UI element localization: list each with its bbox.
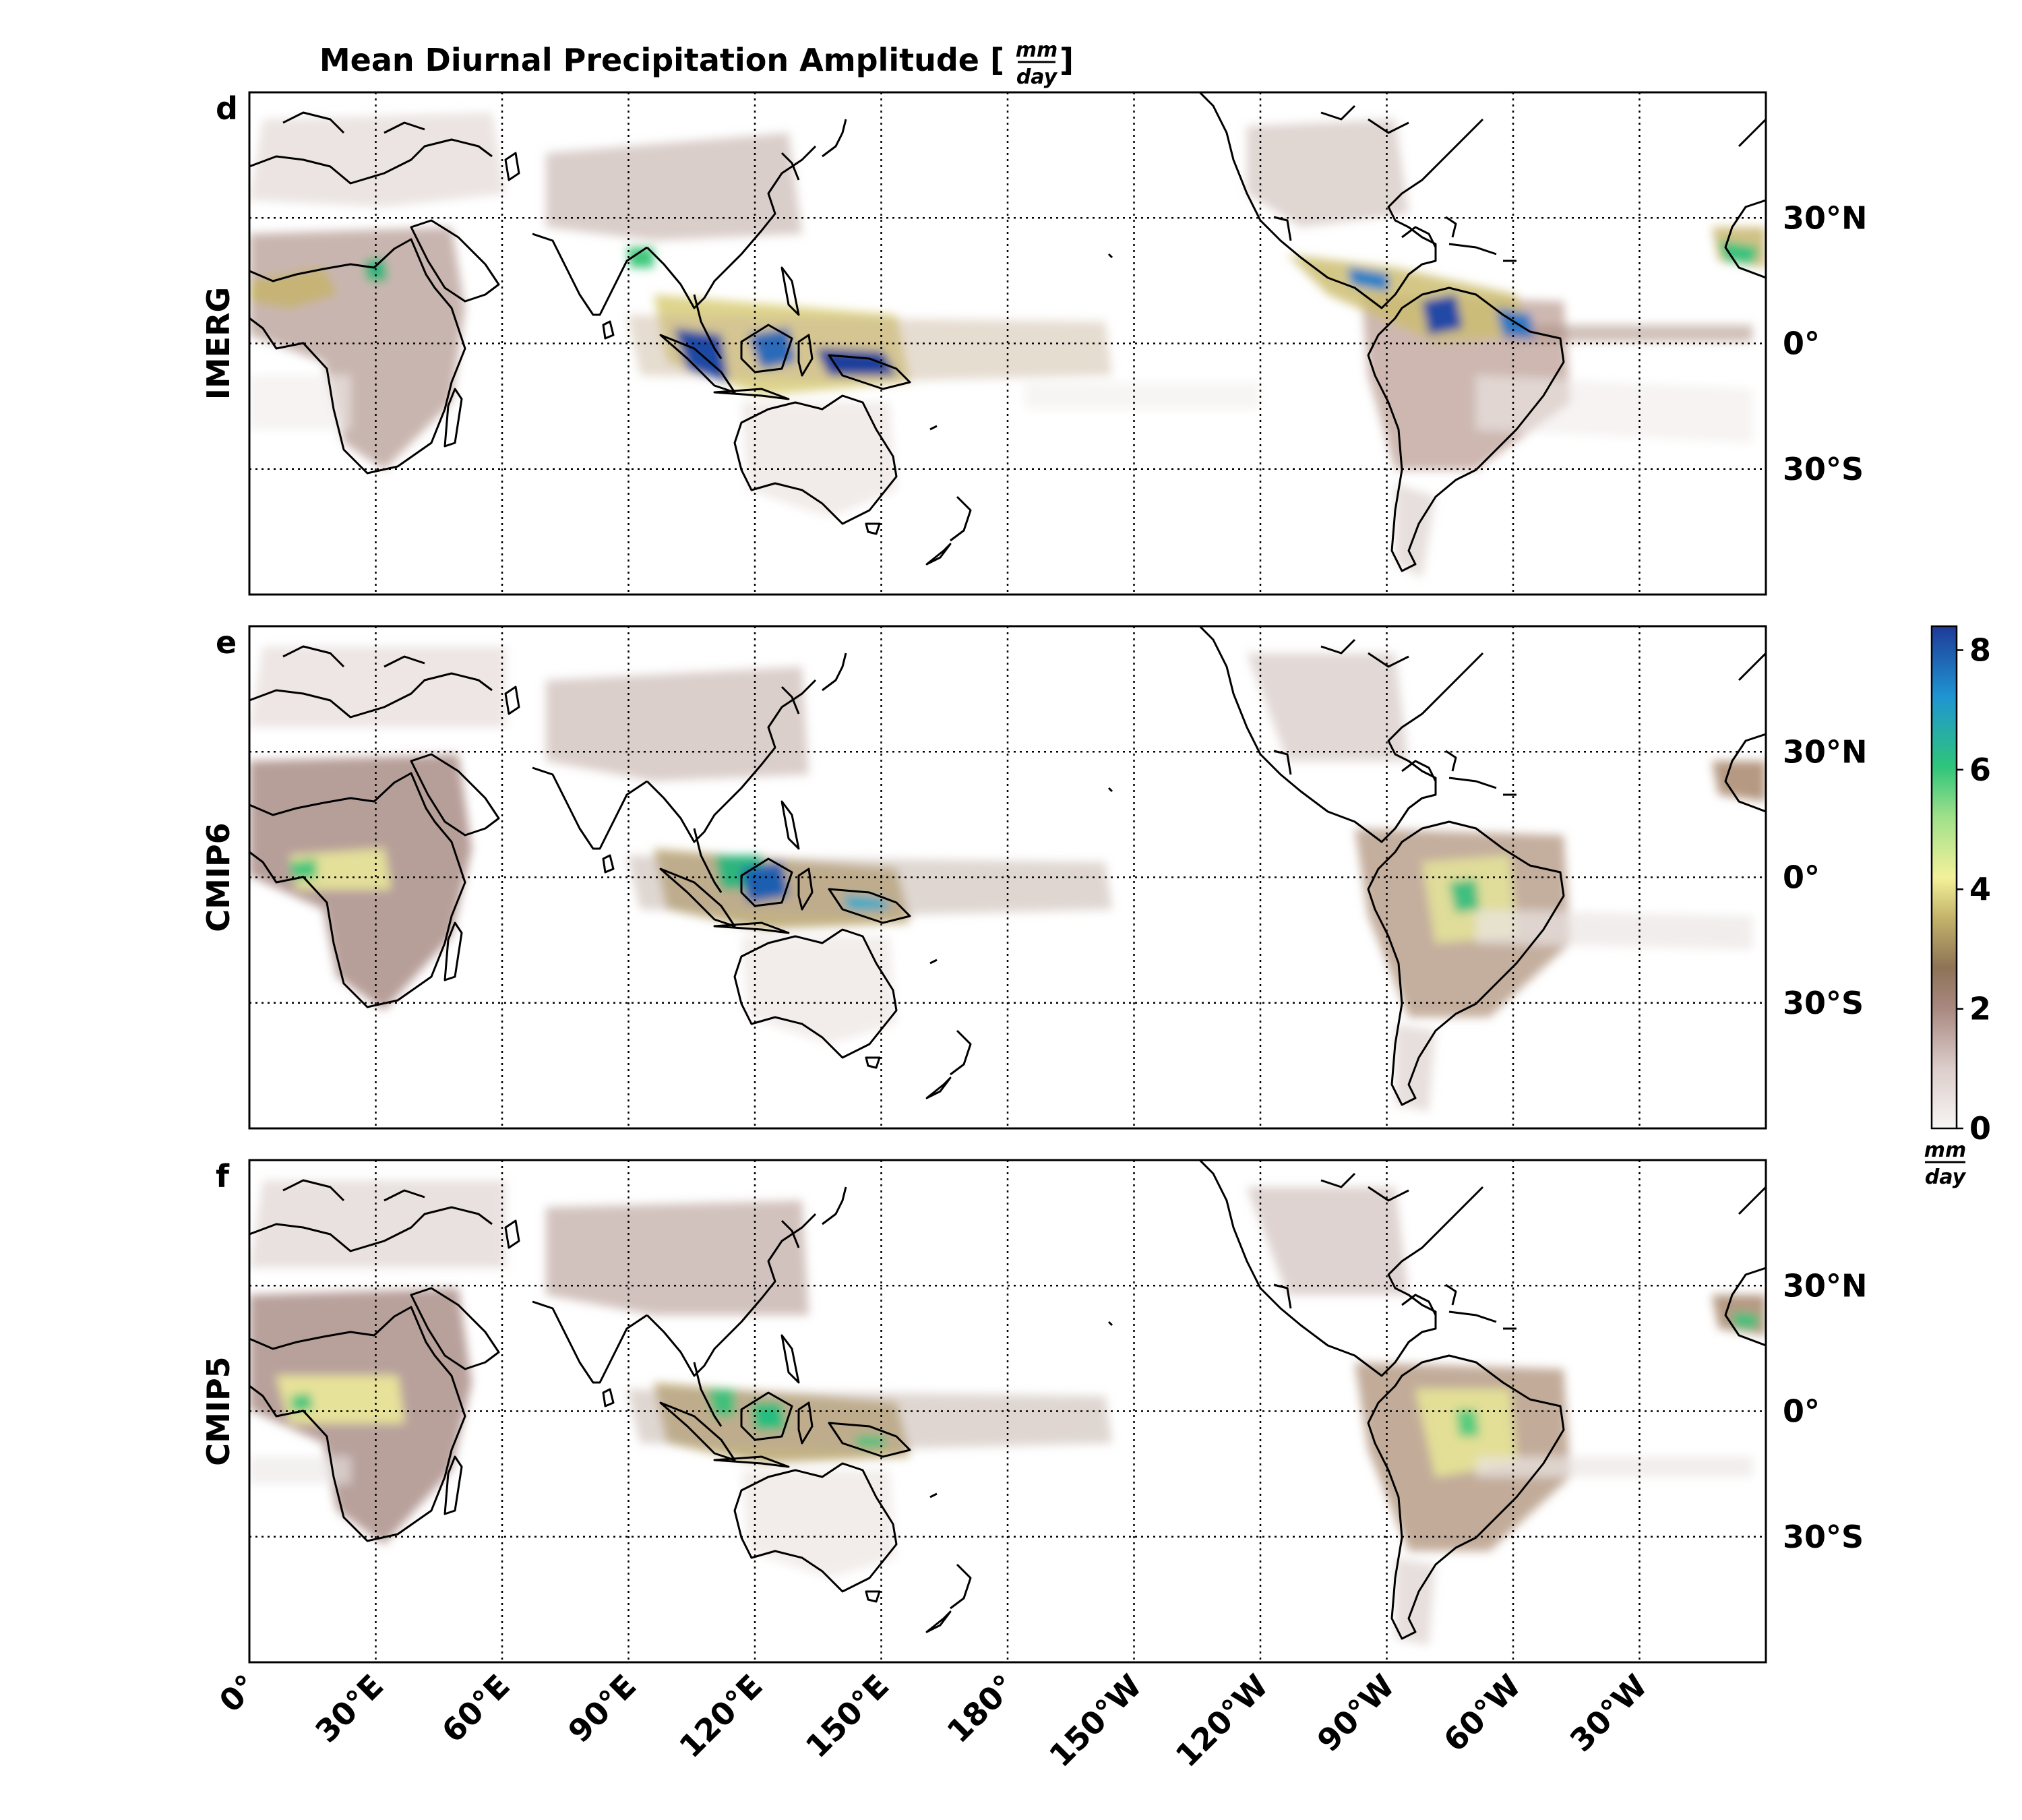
- panel-letter: f: [216, 1158, 230, 1194]
- colorbar-tick-label: 6: [1969, 752, 1991, 788]
- panel-letter: d: [216, 90, 238, 127]
- colorbar-tick-label: 2: [1969, 991, 1991, 1027]
- y-tick-label: 0°: [1783, 326, 1820, 362]
- title-unit-numerator: mm: [1016, 38, 1058, 62]
- panel-frame: [248, 625, 1767, 1130]
- figure-title: Mean Diurnal Precipitation Amplitude [: [319, 42, 1004, 78]
- map-panel-imerg: d IMERG 30°N 0° 30°S: [200, 90, 1868, 596]
- panel-frame: [248, 1159, 1767, 1664]
- y-tick-label: 0°: [1783, 1393, 1820, 1430]
- y-tick-label: 30°N: [1783, 200, 1868, 236]
- x-tick-label: 90°W: [1310, 1668, 1402, 1759]
- map-panel-cmip6: e CMIP6 30°N 0° 30°S: [200, 624, 1868, 1130]
- title-unit-denominator: day: [1016, 65, 1058, 89]
- colorbar-unit-denominator: day: [1925, 1165, 1967, 1189]
- panel-letter: e: [216, 624, 237, 661]
- panel-label: CMIP6: [200, 822, 237, 932]
- colorbar-tick-label: 8: [1969, 632, 1991, 668]
- title-close-bracket: ]: [1060, 42, 1074, 78]
- x-tick-label: 150°W: [1042, 1668, 1148, 1774]
- y-tick-label: 0°: [1783, 859, 1820, 896]
- x-tick-label: 90°E: [561, 1668, 643, 1750]
- x-tick-label: 30°E: [308, 1668, 390, 1750]
- x-tick-label: 60°E: [435, 1668, 517, 1750]
- x-tick-label: 60°W: [1436, 1668, 1528, 1759]
- panel-label: IMERG: [200, 287, 237, 400]
- x-tick-label: 150°E: [799, 1668, 896, 1765]
- y-tick-label: 30°N: [1783, 1267, 1868, 1304]
- map-panel-cmip5: f CMIP5 30°N 0° 30°S: [200, 1158, 1868, 1664]
- colorbar: [1930, 625, 1958, 1130]
- colorbar-tick-label: 4: [1969, 871, 1991, 907]
- colorbar-unit-numerator: mm: [1924, 1139, 1967, 1162]
- x-tick-label: 0°: [212, 1668, 264, 1720]
- panel-label: CMIP5: [200, 1356, 237, 1465]
- x-tick-label: 120°W: [1169, 1668, 1275, 1774]
- y-tick-label: 30°S: [1783, 1519, 1864, 1555]
- y-tick-label: 30°N: [1783, 733, 1868, 770]
- colorbar-tick-label: 0: [1969, 1110, 1991, 1147]
- x-tick-label: 30°W: [1563, 1668, 1655, 1759]
- x-tick-label: 120°E: [672, 1668, 770, 1765]
- panel-frame: [248, 91, 1767, 596]
- y-tick-label: 30°S: [1783, 451, 1864, 487]
- x-tick-label: 180°: [940, 1668, 1022, 1750]
- y-tick-label: 30°S: [1783, 985, 1864, 1021]
